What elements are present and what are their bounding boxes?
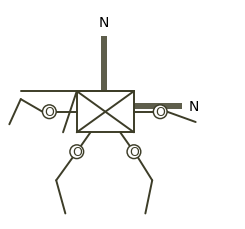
- Circle shape: [127, 145, 141, 159]
- Text: N: N: [189, 100, 199, 114]
- Text: O: O: [155, 106, 165, 119]
- Circle shape: [70, 145, 84, 159]
- Text: O: O: [129, 146, 139, 158]
- Text: N: N: [99, 16, 110, 30]
- Text: O: O: [72, 146, 82, 158]
- Text: O: O: [44, 106, 54, 119]
- Circle shape: [42, 105, 56, 119]
- Circle shape: [153, 105, 167, 119]
